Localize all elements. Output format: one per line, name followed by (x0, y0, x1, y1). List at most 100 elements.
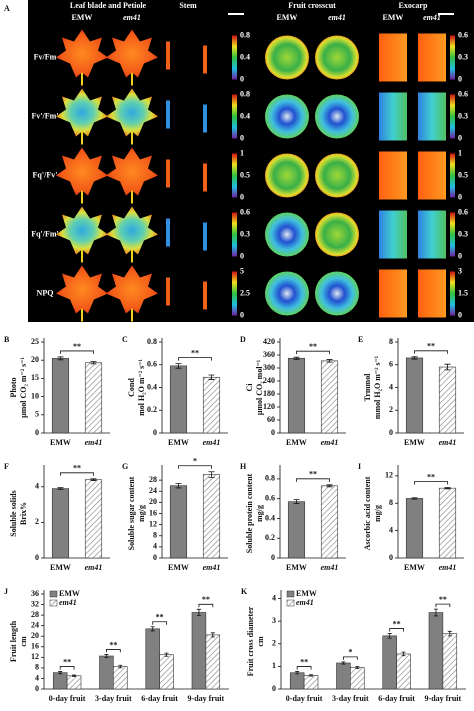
significance-bracket (178, 465, 212, 469)
x-tick-label: em41 (85, 438, 103, 447)
stem-image (203, 104, 207, 133)
stem-image (203, 222, 207, 251)
colorbar-label: 0.6 (458, 89, 468, 98)
colorbar-label: 0.6 (240, 207, 250, 216)
y-tick-label: 180 (263, 389, 275, 398)
x-tick-label: em41 (85, 563, 103, 572)
bar (66, 675, 82, 690)
significance-bracket (60, 350, 94, 354)
y-tick-label: 8 (389, 337, 393, 346)
significance-bracket (343, 656, 358, 660)
stem-image (166, 159, 170, 188)
colorbar-label: 1 (240, 148, 244, 157)
y-tick-label: 60 (267, 415, 275, 424)
bar (202, 474, 221, 559)
exocarp-image (418, 33, 446, 82)
colorbar (450, 271, 455, 316)
y-axis-label: μmol CO₂ m⁻² s⁻¹ (19, 356, 28, 417)
significance-label: ** (73, 342, 81, 351)
colorbar-label: 0 (458, 310, 462, 319)
exocarp-image (379, 92, 407, 141)
stem-image (203, 281, 207, 310)
y-axis-label: Fruit length (9, 620, 18, 662)
y-tick-label: 2 (389, 405, 393, 414)
significance-label: ** (309, 342, 317, 351)
y-tick-label: 8 (35, 663, 39, 672)
bar (84, 479, 103, 559)
y-tick-label: 6 (389, 360, 393, 369)
y-tick-label: 0 (35, 428, 39, 437)
x-tick-label: 0-day fruit (49, 694, 86, 703)
y-tick-label: 120 (263, 402, 275, 411)
error-bar (104, 654, 109, 658)
error-bar (433, 608, 438, 617)
error-bar (175, 363, 182, 369)
y-axis-label: Fruit cross diameter (246, 606, 255, 676)
y-tick-label: 3 (272, 616, 276, 625)
stem-image (166, 218, 170, 247)
stem-image (203, 45, 207, 74)
y-tick-label: 32 (31, 599, 39, 608)
panel-letter: K (241, 587, 248, 596)
y-tick-label: 0.8 (265, 474, 275, 483)
bar (169, 365, 188, 434)
significance-label: ** (427, 342, 435, 351)
bar (159, 654, 174, 690)
significance-label: ** (427, 472, 435, 481)
bar (51, 488, 70, 559)
error-bar (447, 630, 452, 637)
bar (336, 662, 351, 690)
colorbar (450, 153, 455, 198)
x-tick-label: em41 (439, 563, 457, 572)
bar (145, 628, 160, 690)
bar (84, 362, 103, 434)
stem-image (203, 163, 207, 192)
significance-label: ** (393, 619, 401, 628)
significance-label: ** (156, 613, 164, 622)
significance-bracket (296, 666, 312, 670)
significance-bracket (414, 481, 448, 485)
y-tick-label: 0 (271, 428, 275, 437)
significance-label: * (193, 457, 197, 466)
x-tick-label: 3-day fruit (332, 694, 369, 703)
column-header: Fruit crosscut (288, 1, 336, 10)
bar (405, 498, 424, 559)
colorbar-label: 3 (458, 266, 462, 275)
error-bar (90, 478, 97, 481)
significance-bracket (435, 603, 451, 608)
bar (428, 612, 444, 690)
leaf-image (106, 29, 158, 78)
y-tick-label: 16 (149, 508, 157, 517)
panel-letter: J (4, 587, 8, 596)
colorbar-label: 1 (458, 148, 462, 157)
legend-swatch (286, 590, 295, 598)
y-axis-label: cm (256, 636, 265, 647)
panel-letter: A (4, 4, 10, 13)
error-bar (164, 652, 169, 657)
significance-bracket (60, 472, 94, 476)
significance-bracket (178, 357, 212, 361)
y-tick-label: 16 (31, 642, 39, 651)
colorbar-label: 0 (458, 192, 462, 201)
y-axis-label: Ascorbic acid content (363, 476, 372, 550)
y-tick-label: 25 (31, 337, 39, 346)
significance-bracket (198, 603, 214, 608)
colorbar (232, 271, 237, 316)
y-tick-label: 36 (31, 589, 39, 598)
bar (191, 612, 207, 690)
panel-letter: H (240, 462, 247, 471)
y-tick-label: 0.6 (147, 360, 157, 369)
colorbar-label: 0 (458, 133, 462, 142)
error-bar (326, 484, 333, 488)
genotype-label: em41 (423, 13, 441, 22)
bar (169, 485, 188, 559)
bar (438, 366, 457, 434)
error-bar (411, 497, 418, 500)
x-tick-label: em41 (321, 438, 339, 447)
y-tick-label: 2 (272, 639, 276, 648)
error-bar (57, 487, 64, 490)
error-bar (341, 661, 346, 665)
exocarp-image (418, 210, 446, 259)
significance-bracket (389, 628, 404, 632)
x-tick-label: em41 (203, 563, 221, 572)
